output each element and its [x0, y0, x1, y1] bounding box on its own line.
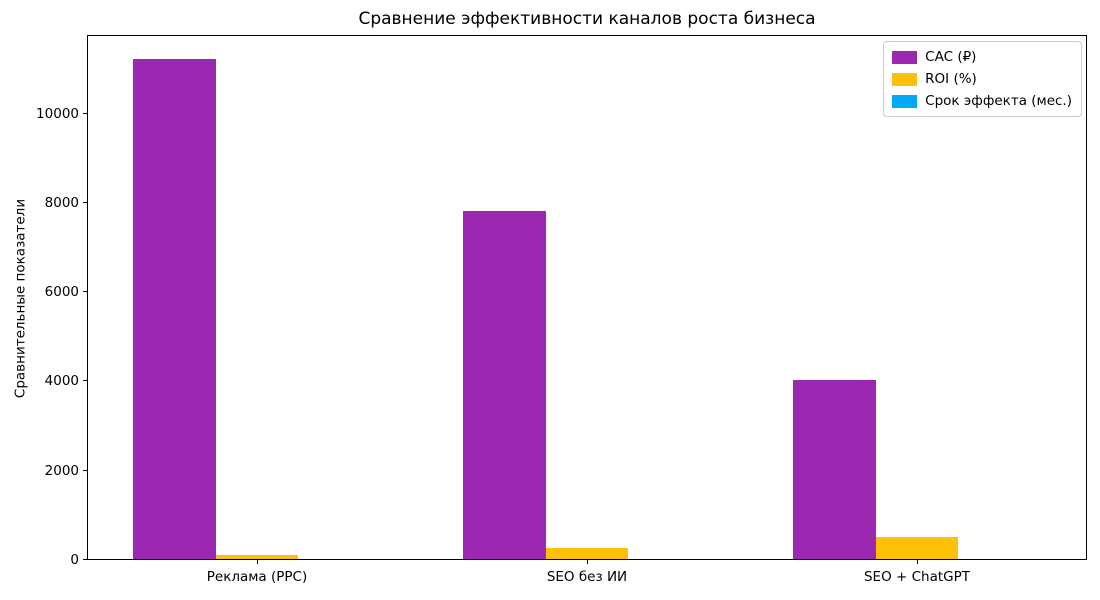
chart-title: Сравнение эффективности каналов роста би… — [358, 9, 816, 29]
y-tick-mark — [83, 112, 87, 114]
bar-ROI (%)-Реклама (PPC) — [215, 554, 299, 559]
x-tick-mark — [587, 560, 588, 564]
legend-swatch — [892, 94, 918, 108]
x-tick-mark — [257, 560, 258, 564]
y-tick-mark — [83, 201, 87, 203]
bar-ROI (%)-SEO без ИИ — [545, 547, 629, 559]
y-tick-label: 10000 — [36, 105, 79, 122]
bar-CAC (₽)-Реклама (PPC) — [133, 59, 216, 559]
y-tick-mark — [83, 559, 87, 560]
y-tick-label: 2000 — [44, 462, 79, 479]
y-tick-label: 4000 — [44, 373, 79, 390]
y-tick-mark — [83, 291, 87, 293]
legend-label: Срок эффекта (мес.) — [925, 93, 1072, 109]
left-spine — [87, 35, 88, 560]
legend-item: CAC (₽) — [892, 49, 1072, 65]
legend: CAC (₽) ROI (%) Срок эффекта (мес.) — [883, 41, 1082, 117]
x-tick-mark — [917, 560, 918, 564]
legend-item: Срок эффекта (мес.) — [892, 93, 1072, 109]
y-tick-mark — [83, 469, 87, 471]
y-tick-mark — [83, 380, 87, 382]
bar-ROI (%)-SEO + ChatGPT — [875, 536, 959, 559]
legend-swatch — [892, 50, 918, 64]
x-tick-label: Реклама (PPC) — [206, 569, 308, 585]
bar-CAC (₽)-SEO + ChatGPT — [793, 380, 876, 559]
legend-label: ROI (%) — [925, 71, 977, 87]
y-tick-label: 8000 — [44, 194, 79, 211]
x-tick-label: SEO + ChatGPT — [863, 569, 971, 585]
bar-CAC (₽)-SEO без ИИ — [463, 210, 546, 559]
legend-swatch — [892, 72, 918, 86]
right-spine — [1086, 35, 1087, 560]
top-spine — [87, 35, 1087, 36]
plot-area: CAC (₽) ROI (%) Срок эффекта (мес.) — [87, 35, 1087, 560]
legend-item: ROI (%) — [892, 71, 1072, 87]
bottom-spine — [87, 559, 1087, 560]
legend-label: CAC (₽) — [925, 49, 977, 65]
y-tick-label: 6000 — [44, 284, 79, 301]
y-tick-label: 0 — [70, 552, 79, 568]
x-tick-label: SEO без ИИ — [546, 569, 628, 585]
